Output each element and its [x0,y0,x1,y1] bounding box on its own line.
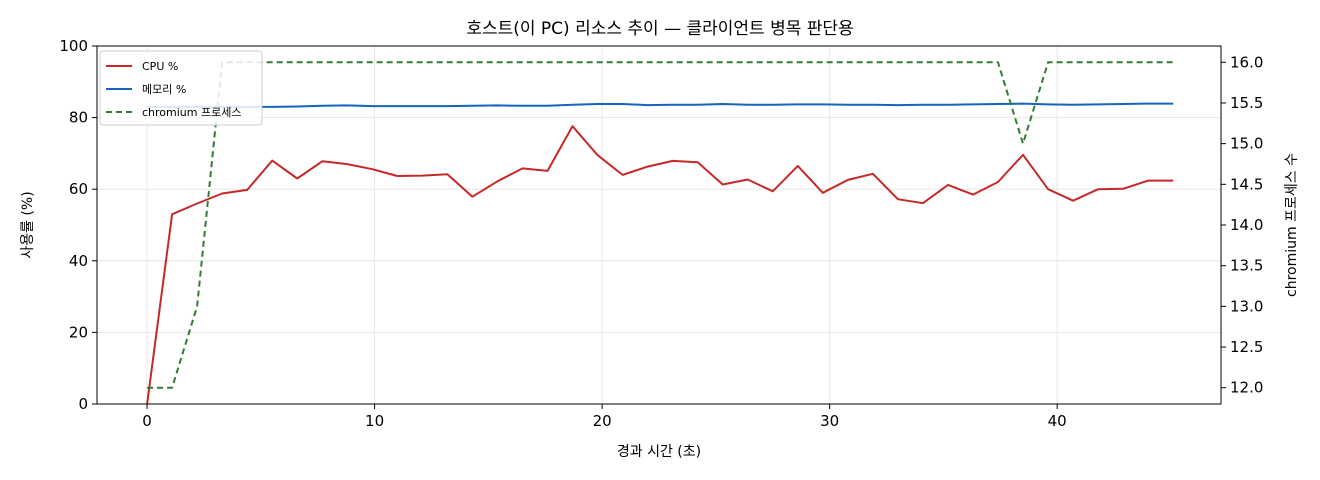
y2-tick-label: 12.0 [1230,379,1263,397]
x-tick-label: 40 [1048,412,1067,430]
x-tick-label: 20 [593,412,612,430]
plot-frame [96,45,1222,405]
y-axis-label: 사용률 (%) [20,191,36,258]
y-tick-label: 100 [59,37,88,55]
y2-tick-label: 13.0 [1230,297,1263,315]
chart-title: 호스트(이 PC) 리소스 추이 — 클라이언트 병목 판단용 [466,19,853,39]
y2-tick-label: 16.0 [1230,53,1263,71]
y2-tick-label: 15.0 [1230,135,1263,153]
y-tick-label: 20 [69,323,88,341]
y2-tick-label: 14.0 [1230,216,1263,234]
x-tick-label: 0 [142,412,152,430]
y2-tick-label: 14.5 [1230,175,1263,193]
y-tick-label: 80 [69,109,88,127]
grid-layer [97,45,1221,405]
x-tick-label: 10 [365,412,384,430]
series-layer [146,61,1174,405]
y2-tick-label: 15.5 [1230,94,1263,112]
series-line-0 [146,125,1174,405]
y2-axis-label: chromium 프로세스 수 [1284,153,1300,297]
legend-box [99,50,263,126]
axis-layer: 0 10 20 30 40 0 20 40 60 80 100 12.0 12.5 13.0 13.5 14.… [59,37,1263,430]
series-line-1 [147,102,1174,108]
y-tick-label: 0 [78,395,88,413]
legend: CPU % 메모리 % chromium 프로세스 [99,50,263,126]
series-line-2 [147,61,1174,389]
legend-label-1: 메모리 % [142,83,186,96]
x-tick-label: 30 [820,412,839,430]
legend-label-0: CPU % [142,60,178,73]
y-tick-label: 60 [69,180,88,198]
legend-label-2: chromium 프로세스 [142,106,241,119]
x-axis-label: 경과 시간 (초) [617,444,701,460]
y-tick-label: 40 [69,252,88,270]
y2-tick-label: 12.5 [1230,338,1263,356]
y2-tick-label: 13.5 [1230,257,1263,275]
